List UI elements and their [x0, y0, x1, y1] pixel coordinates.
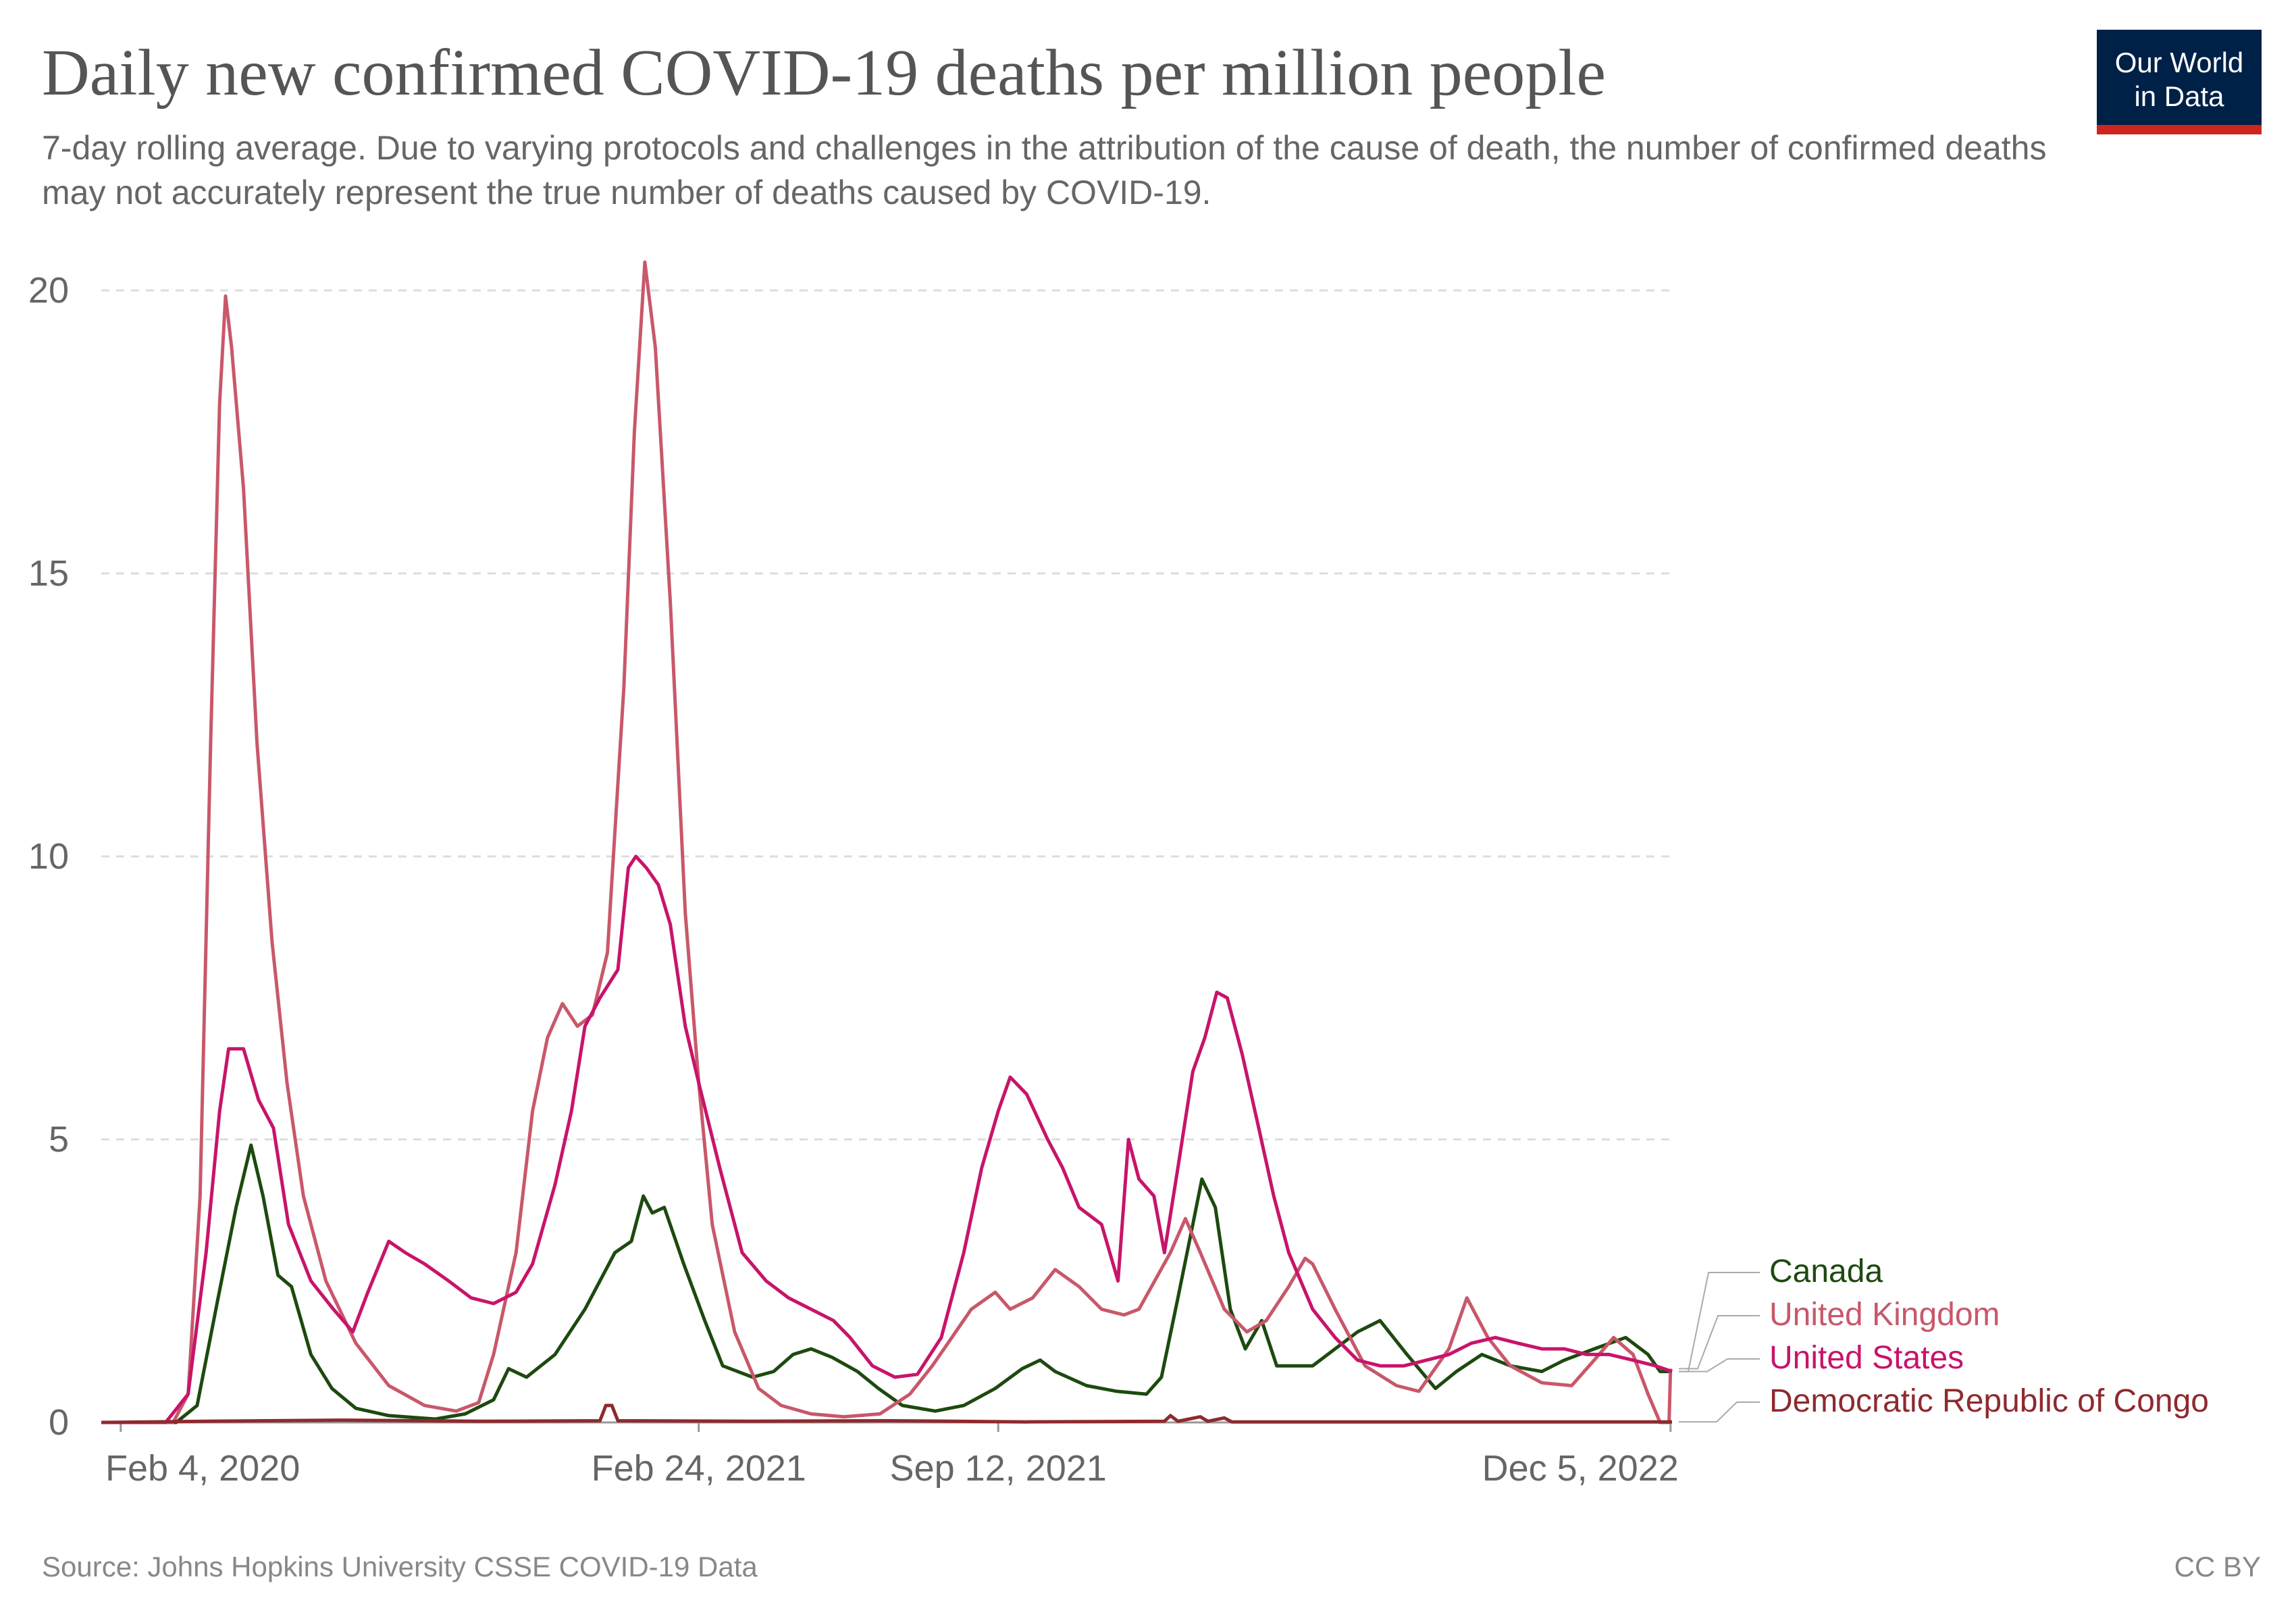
license-link[interactable]: CC BY [2174, 1551, 2261, 1583]
y-tick-label: 15 [28, 553, 69, 594]
source-note: Source: Johns Hopkins University CSSE CO… [42, 1551, 758, 1583]
x-tick-label: Feb 4, 2020 [105, 1448, 300, 1489]
series-line-united-kingdom [101, 260, 1673, 1424]
legend-label-united-states: United States [1769, 1340, 1964, 1376]
y-tick-label: 20 [28, 270, 69, 311]
legend-label-democratic-republic-of-congo: Democratic Republic of Congo [1769, 1383, 2209, 1419]
y-tick-label: 10 [28, 836, 69, 877]
series-line-canada [101, 1143, 1672, 1424]
y-tick-label: 0 [49, 1402, 69, 1443]
series-lines [101, 260, 1673, 1424]
y-axis-ticks: 0 5 10 15 20 [28, 270, 69, 1443]
legend-label-canada: Canada [1769, 1254, 1883, 1289]
x-tick-label: Sep 12, 2021 [890, 1448, 1107, 1489]
y-tick-label: 5 [49, 1119, 69, 1160]
x-tick-label: Dec 5, 2022 [1482, 1448, 1679, 1489]
legend-connector [1679, 1315, 1760, 1370]
grid [101, 289, 1672, 1141]
owid-logo[interactable]: Our World in Data [2097, 30, 2262, 134]
legend-connector [1679, 1272, 1760, 1372]
series-line-democratic-republic-of-congo [101, 1404, 1672, 1424]
legend: Canada United Kingdom United States Democra… [1679, 1254, 2209, 1423]
chart-subtitle: 7-day rolling average. Due to varying pr… [42, 129, 2047, 211]
logo-line-2: in Data [2134, 80, 2224, 112]
logo-line-1: Our World [2114, 47, 2244, 78]
legend-label-united-kingdom: United Kingdom [1769, 1297, 2000, 1333]
x-axis: Feb 4, 2020 Feb 24, 2021 Sep 12, 2021 Dec 5… [101, 1421, 1679, 1489]
series-line-united-states [101, 854, 1673, 1424]
legend-connector [1679, 1358, 1760, 1372]
x-tick-label: Feb 24, 2021 [592, 1448, 806, 1489]
legend-connector [1679, 1401, 1760, 1423]
chart-title: Daily new confirmed COVID-19 deaths per … [42, 36, 1607, 109]
